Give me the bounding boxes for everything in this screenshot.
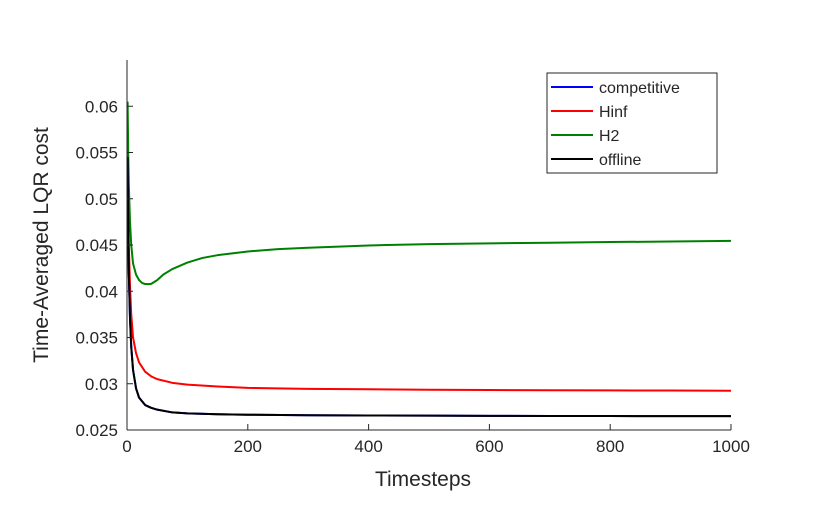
- series-line-offline: [126, 157, 731, 418]
- y-tick-label: 0.03: [85, 375, 118, 394]
- y-tick-label: 0.025: [75, 421, 118, 440]
- series-line-hinf: [126, 157, 732, 392]
- legend-label-competitive: competitive: [599, 80, 680, 97]
- y-tick-label: 0.055: [75, 144, 118, 163]
- series-line-competitive: [126, 157, 731, 418]
- y-ticks: 0.025 0.03 0.035 0.04 0.045 0.05 0.055 0.06: [75, 97, 133, 440]
- y-tick-label: 0.06: [85, 97, 118, 116]
- y-tick-label: 0.035: [75, 329, 118, 348]
- x-tick-label: 1000: [712, 437, 750, 456]
- x-ticks: 0 200 400 600 800 1000: [122, 424, 750, 456]
- legend-label-offline: offline: [599, 152, 642, 169]
- x-axis-label: Timesteps: [375, 468, 471, 491]
- x-tick-label: 200: [234, 437, 262, 456]
- legend-label-hinf: Hinf: [599, 104, 628, 121]
- y-axis-label: Time-Averaged LQR cost: [30, 127, 53, 363]
- y-tick-label: 0.05: [85, 190, 118, 209]
- series-line-h2: [126, 101, 732, 286]
- y-tick-label: 0.045: [75, 236, 118, 255]
- legend-label-h2: H2: [599, 128, 620, 145]
- x-tick-label: 600: [475, 437, 503, 456]
- legend-entries: competitive Hinf H2 offline: [551, 80, 680, 169]
- y-tick-label: 0.04: [85, 282, 118, 301]
- legend: competitive Hinf H2 offline: [546, 72, 718, 174]
- x-tick-label: 800: [596, 437, 624, 456]
- legend-box: [546, 72, 718, 174]
- x-tick-label: 0: [122, 437, 131, 456]
- x-tick-label: 400: [354, 437, 382, 456]
